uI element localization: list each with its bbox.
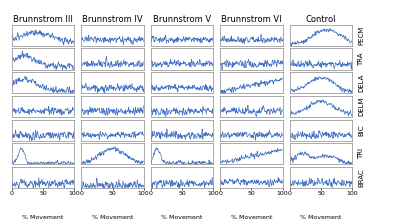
Text: BRAC: BRAC	[358, 168, 364, 187]
Title: Control: Control	[306, 15, 336, 24]
Title: Brunnstrom V: Brunnstrom V	[153, 15, 211, 24]
Text: % Movement: % Movement	[161, 215, 203, 220]
Title: Brunnstrom VI: Brunnstrom VI	[221, 15, 282, 24]
Text: PECM: PECM	[358, 26, 364, 45]
Text: % Movement: % Movement	[22, 215, 64, 220]
Title: Brunnstrom IV: Brunnstrom IV	[82, 15, 143, 24]
Text: % Movement: % Movement	[92, 215, 133, 220]
Text: % Movement: % Movement	[231, 215, 272, 220]
Text: % Movement: % Movement	[300, 215, 342, 220]
Text: TRI: TRI	[358, 148, 364, 159]
Text: DELA: DELA	[358, 73, 364, 92]
Title: Brunnstrom III: Brunnstrom III	[13, 15, 73, 24]
Text: TRA: TRA	[358, 52, 364, 66]
Text: DELM: DELM	[358, 97, 364, 116]
Text: BIC: BIC	[358, 124, 364, 136]
